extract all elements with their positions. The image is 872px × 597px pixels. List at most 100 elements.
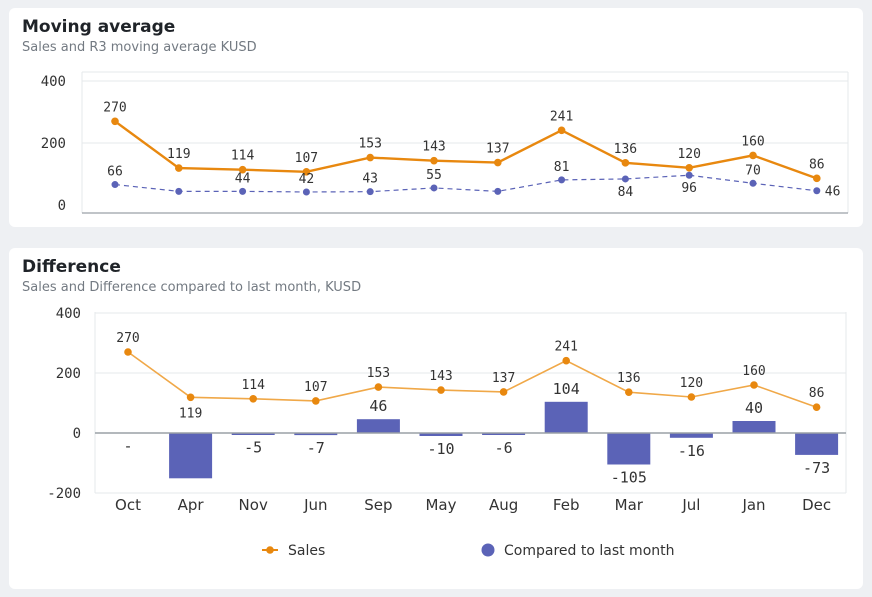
- chart1-ma-data-label: 46: [825, 185, 841, 200]
- chart2-x-tick-label: Jul: [681, 496, 700, 514]
- chart2-diff-data-label: -10: [427, 440, 454, 458]
- chart2-x-tick-label: Feb: [553, 496, 580, 514]
- chart1-ma-point: [685, 171, 693, 179]
- chart1-ma-data-label: 70: [745, 163, 761, 178]
- chart1-ma-data-label: 44: [235, 171, 251, 186]
- chart2-y-tick-label: 400: [56, 306, 81, 322]
- chart1-ma-point: [494, 187, 502, 195]
- chart1-ma-point: [558, 176, 566, 184]
- chart1-ma-data-label: 42: [299, 172, 315, 187]
- chart2-x-tick-label: Nov: [239, 496, 268, 514]
- chart2-x-tick-label: Aug: [489, 496, 518, 514]
- chart2-title: Difference: [22, 257, 121, 277]
- chart2-y-tick-label: 0: [73, 426, 81, 442]
- chart1-ma-point: [430, 184, 438, 192]
- chart2-sales-point: [312, 397, 320, 405]
- chart1-ma-line: [114, 174, 817, 193]
- chart2-diff-data-label: 104: [553, 380, 580, 398]
- chart1-sales-line: [114, 120, 818, 180]
- legend-diff-label: Compared to last month: [504, 543, 675, 559]
- chart1-y-tick-label: 0: [58, 198, 66, 214]
- chart2-sales-data-label: 114: [241, 378, 265, 393]
- chart2-x-tick-label: Jan: [741, 496, 765, 514]
- chart2-sales-data-label: 86: [809, 386, 825, 401]
- chart2-diff-data-label: -105: [611, 469, 647, 487]
- chart1-sales-point: [111, 117, 119, 126]
- chart2-diff-data-label: -: [123, 437, 132, 455]
- chart2-x-tick-label: Dec: [802, 496, 831, 514]
- chart2-sales-point: [499, 388, 508, 396]
- chart2-y-tick-label: -200: [47, 486, 81, 502]
- chart1-ma-data-label: 84: [618, 185, 634, 200]
- chart2-diff-bar: [607, 433, 651, 465]
- chart1-sales-data-label: 241: [550, 109, 573, 124]
- chart1-sales-point: [430, 156, 438, 165]
- chart2-x-tick-label: May: [425, 496, 456, 514]
- chart1-sales-data-label: 137: [486, 142, 509, 157]
- chart2-diff-data-label: 46: [369, 397, 387, 415]
- chart2-diff-data-label: -6: [495, 439, 513, 457]
- chart2-diff-bar: [544, 401, 588, 433]
- chart1-sales-data-label: 86: [809, 157, 825, 172]
- chart1-sales-data-label: 107: [295, 151, 318, 166]
- chart2-sales-data-label: 120: [680, 376, 703, 391]
- chart2-sales-data-label: 143: [429, 369, 452, 384]
- chart1-sales-point: [302, 168, 311, 176]
- chart2-sales-point: [687, 393, 696, 401]
- chart2-sales-data-label: 241: [554, 340, 577, 355]
- chart1-ma-point: [813, 187, 821, 195]
- chart2-sales-point: [437, 386, 445, 394]
- chart1-ma-data-label: 43: [362, 172, 378, 187]
- chart2-sales-data-label: 137: [492, 371, 515, 386]
- chart1-ma-data-label: 66: [107, 165, 123, 180]
- chart2-diff-data-label: -5: [244, 439, 262, 457]
- chart2-y-tick-label: 200: [56, 366, 81, 382]
- chart1-sales-data-label: 270: [103, 100, 126, 115]
- chart1-sales-data-label: 143: [422, 140, 445, 155]
- chart1-sales-data-label: 136: [614, 142, 637, 157]
- chart2-diff-data-label: -16: [678, 442, 705, 460]
- chart2-sales-point: [812, 403, 821, 412]
- chart1-sales-data-label: 120: [677, 147, 700, 162]
- chart2-diff-bar: [482, 433, 526, 435]
- chart1-sales-point: [813, 174, 821, 183]
- chart2-x-tick-label: Apr: [178, 496, 205, 514]
- legend-diff-marker: [481, 543, 495, 557]
- chart2-diff-bar: [669, 433, 713, 438]
- chart1-y-tick-label: 200: [41, 136, 66, 152]
- chart1-y-tick-label: 400: [41, 74, 66, 90]
- chart2-diff-bar: [231, 433, 275, 435]
- chart2-sales-data-label: 270: [116, 331, 139, 346]
- chart1-sales-point: [494, 158, 502, 167]
- chart2-sales-data-label: 160: [742, 364, 765, 379]
- chart1-sales-data-label: 153: [358, 137, 381, 152]
- chart1-ma-point: [239, 187, 247, 195]
- chart2-sales-data-label: 119: [179, 406, 202, 421]
- chart2-x-tick-label: Jun: [303, 496, 327, 514]
- chart1-ma-data-label: 55: [426, 168, 442, 183]
- chart2-sales-data-label: 107: [304, 380, 327, 395]
- chart1-sales-point: [175, 164, 183, 172]
- chart1-sales-point: [557, 126, 566, 135]
- chart2-diff-bar: [356, 419, 400, 433]
- chart1-sales-point: [621, 159, 630, 167]
- chart2-sales-point: [625, 388, 633, 397]
- chart1-subtitle: Sales and R3 moving average KUSD: [22, 40, 257, 55]
- chart2-sales-point: [750, 381, 758, 389]
- difference-card: Difference Sales and Difference compared…: [9, 248, 863, 589]
- chart1-sales-data-label: 119: [167, 147, 190, 162]
- chart2-diff-bar: [294, 433, 338, 436]
- chart1-ma-point: [366, 188, 374, 196]
- chart2-diff-bar: [732, 421, 776, 433]
- legend-sales-label: Sales: [288, 543, 325, 559]
- chart2-diff-bar: [419, 433, 463, 436]
- chart2-sales-line: [127, 351, 817, 408]
- chart2-sales-data-label: 136: [617, 371, 640, 386]
- chart1-ma-point: [111, 181, 119, 189]
- chart1-sales-data-label: 160: [741, 134, 764, 149]
- chart2-diff-data-label: -7: [307, 439, 325, 457]
- chart2-sales-point: [249, 395, 257, 403]
- chart1-ma-point: [302, 188, 310, 196]
- chart1-ma-point: [175, 187, 183, 195]
- chart2-sales-point: [374, 383, 383, 391]
